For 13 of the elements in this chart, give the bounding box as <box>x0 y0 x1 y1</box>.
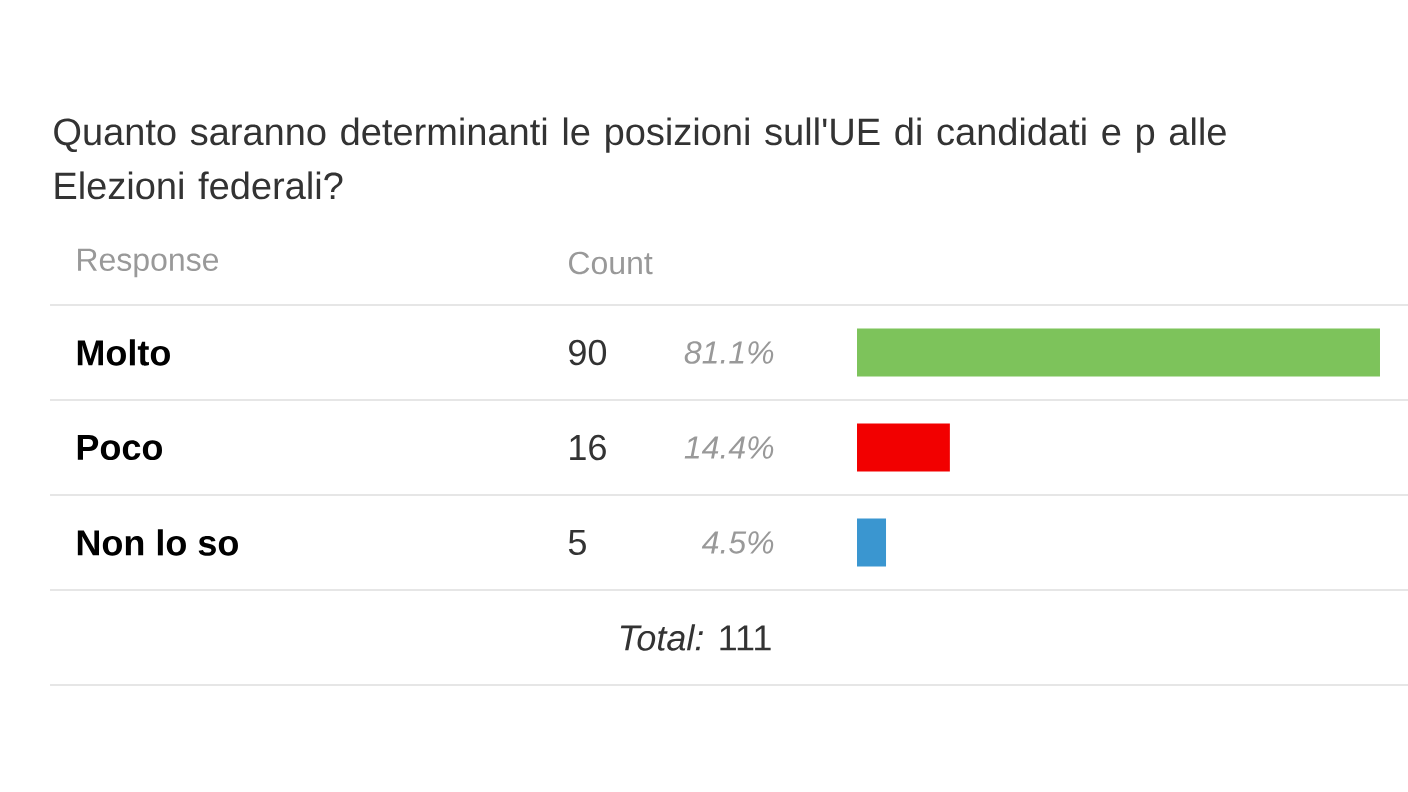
text: 90 <box>569 339 607 366</box>
text: 16 <box>570 434 606 461</box>
data-label: 4.5% <box>701 531 774 554</box>
text: 5 <box>568 529 586 556</box>
text: Response <box>78 248 219 278</box>
chart-title: Quanto saranno determinanti le posizioni sull'UE di candidati e p alle Elezioni federali? <box>54 117 1226 200</box>
text: Total: 111 <box>620 624 771 651</box>
y-tick-label: Non lo so <box>77 529 238 556</box>
y-tick-label: Molto <box>77 339 170 366</box>
data-label: 81.1% <box>684 341 774 364</box>
text: Count <box>569 251 653 275</box>
data-label: 14.4% <box>684 436 774 459</box>
y-tick-label: Poco <box>77 434 163 461</box>
